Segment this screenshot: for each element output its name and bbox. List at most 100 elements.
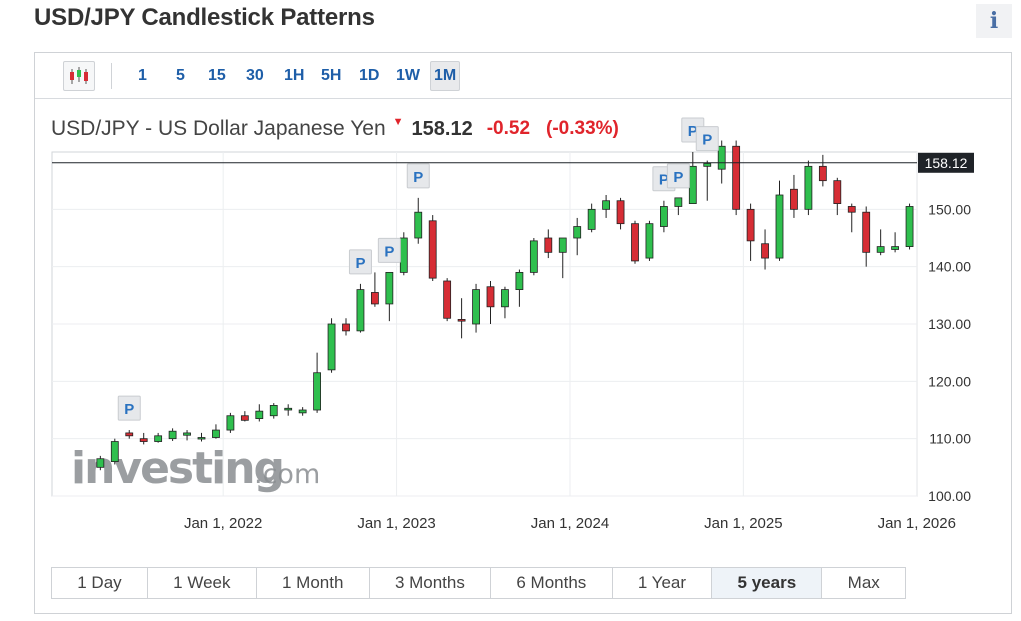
y-tick-label: 110.00 <box>929 431 971 447</box>
pattern-marker-label: P <box>384 243 394 260</box>
candle-down <box>240 415 249 421</box>
candle-up <box>385 271 394 305</box>
interval-1month[interactable]: 1M <box>430 61 461 91</box>
x-tick-label: Jan 1, 2022 <box>184 515 262 532</box>
current-price-tag-label: 158.12 <box>925 155 968 171</box>
interval-1day[interactable]: 1D <box>359 67 380 84</box>
quote-header: USD/JPY - US Dollar Japanese Yen ▼ 158.1… <box>51 116 619 141</box>
x-tick-label: Jan 1, 2025 <box>704 515 782 532</box>
candle-up <box>212 429 220 438</box>
candle-down <box>818 165 827 182</box>
candle-down <box>631 223 639 262</box>
candle-down <box>833 180 842 204</box>
candle-up <box>717 145 726 170</box>
info-icon[interactable]: i <box>976 4 1012 38</box>
price-down-arrow-icon: ▼ <box>392 116 404 128</box>
candle-up <box>891 246 899 250</box>
range-6-months[interactable]: 6 Months <box>491 568 613 598</box>
candle-up <box>688 165 697 205</box>
candle-up <box>197 437 206 440</box>
candle-down <box>746 208 755 242</box>
interval-1week[interactable]: 1W <box>396 67 420 84</box>
candle-up <box>674 197 683 207</box>
pattern-marker-label: P <box>659 172 669 189</box>
candle-up <box>255 410 264 420</box>
pattern-marker-label: P <box>688 123 698 140</box>
range-max[interactable]: Max <box>847 573 880 592</box>
y-tick-label: 140.00 <box>928 259 971 275</box>
candle-down <box>790 188 798 210</box>
pattern-marker <box>377 237 401 263</box>
candle-up <box>703 163 712 167</box>
candle-down <box>428 220 437 279</box>
y-tick-label: 100.00 <box>928 488 971 504</box>
range-1-day[interactable]: 1 Day <box>52 568 148 598</box>
candle-up <box>804 165 813 210</box>
candle-up <box>327 323 336 371</box>
candle-up <box>269 405 278 417</box>
current-price-tag <box>918 152 974 173</box>
pattern-marker <box>666 163 690 189</box>
pattern-marker <box>406 163 430 189</box>
candle-up <box>587 208 596 230</box>
candle-up <box>515 271 524 290</box>
candle-down <box>443 280 452 319</box>
y-tick-label: 130.00 <box>928 316 971 332</box>
candle-up <box>154 435 163 442</box>
interval-5hour[interactable]: 5H <box>321 67 342 84</box>
candle-down <box>342 323 350 332</box>
interval-15min[interactable]: 15 <box>208 67 226 84</box>
candle-up <box>660 206 668 227</box>
x-tick-label: Jan 1, 2024 <box>531 515 609 532</box>
pattern-marker-label: P <box>124 401 134 418</box>
candle-down <box>847 206 856 213</box>
interval-5min[interactable]: 5 <box>176 67 185 84</box>
interval-1hour[interactable]: 1H <box>284 67 305 84</box>
candle-up <box>558 237 567 253</box>
candle-up <box>905 206 914 247</box>
candle-down <box>139 438 148 442</box>
x-tick-label: Jan 1, 2026 <box>878 515 956 532</box>
candle-down <box>457 319 466 322</box>
candlestick-chart[interactable]: Jan 1, 2022 Jan 1, 2023 Jan 1, 2024 Jan 1, … <box>35 53 1011 563</box>
candlestick-icon[interactable] <box>63 61 95 91</box>
chart-toolbar: 1 5 15 30 1H 5H 1D 1W 1M <box>35 53 1011 99</box>
candle-down <box>370 292 379 305</box>
candle-up <box>298 409 307 414</box>
candle-down <box>544 237 553 253</box>
interval-1min[interactable]: 1 <box>138 67 147 84</box>
range-1-week[interactable]: 1 Week <box>148 568 257 598</box>
candle-down <box>862 211 871 253</box>
y-tick-label: 120.00 <box>928 373 971 389</box>
y-tick-label: 150.00 <box>928 201 971 217</box>
candle-down <box>732 145 741 210</box>
pattern-marker-label: P <box>355 255 365 272</box>
candle-up <box>284 407 293 411</box>
candle-up <box>110 441 119 462</box>
pattern-marker <box>117 395 141 421</box>
price-change-percent: (-0.33%) <box>546 118 619 139</box>
range-3-months[interactable]: 3 Months <box>370 568 492 598</box>
candle-up <box>226 415 235 431</box>
watermark-brand: investing <box>71 443 283 494</box>
page-title: USD/JPY Candlestick Patterns <box>34 4 375 31</box>
candle-down <box>616 200 625 225</box>
range-5-years[interactable]: 5 years <box>712 568 823 598</box>
candle-up <box>876 246 885 253</box>
last-price: 158.12 <box>411 117 473 140</box>
interval-30min[interactable]: 30 <box>246 67 264 84</box>
pattern-marker <box>348 249 372 275</box>
candle-down <box>125 432 134 437</box>
candle-up <box>573 226 582 239</box>
candle-up <box>399 237 408 273</box>
candle-up <box>775 194 784 259</box>
pattern-marker-label: P <box>673 169 683 186</box>
candle-up <box>645 223 654 259</box>
range-1-year[interactable]: 1 Year <box>613 568 713 598</box>
range-1-month[interactable]: 1 Month <box>257 568 370 598</box>
candle-up <box>96 458 105 468</box>
chart-widget: 1 5 15 30 1H 5H 1D 1W 1M USD/JPY - US Do… <box>34 52 1012 614</box>
x-tick-label: Jan 1, 2023 <box>357 515 435 532</box>
candle-up <box>472 289 480 325</box>
candle-up <box>529 240 538 273</box>
